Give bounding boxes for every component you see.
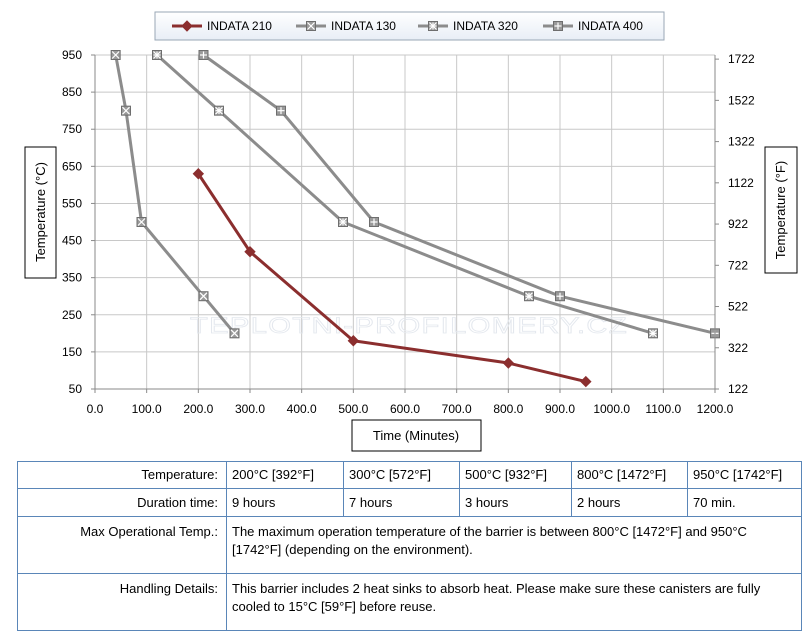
data-point [524,291,534,302]
x-tick-label: 1100.0 [645,402,681,416]
series-indata-400 [198,50,720,339]
x-tick-label: 400.0 [287,402,317,416]
temperature-chart: TEPLOTNI-PROFILOMERY.CZ 0.0 100.0 200.0 300… [24,11,798,452]
temperature-cell: 200°C [392°F] [226,461,344,489]
y-axis-label: Temperature (°C) [33,162,48,262]
y-axis-title: Temperature (°C) [24,146,57,279]
data-point [198,50,209,60]
handling-label: Handling Details: [17,573,227,631]
y-tick-label: 150 [62,345,82,359]
series-line [114,54,236,335]
handling-row: Handling Details: This barrier includes … [17,573,802,631]
x-tick-label: 800.0 [493,402,523,416]
x-tick-label: 0.0 [87,402,104,416]
series-line [202,53,716,335]
max-temp-row: Max Operational Temp.: The maximum opera… [17,516,802,574]
x-tick-label: 500.0 [338,402,368,416]
x-tick-label: 600.0 [390,402,420,416]
temperature-label: Temperature: [17,461,227,489]
y2-tick-label: 1522 [728,93,755,107]
data-point [347,335,360,347]
data-point [428,21,438,31]
max-temp-label: Max Operational Temp.: [17,516,227,574]
y2-tick-label: 722 [728,258,748,272]
data-point [192,168,205,180]
y2-axis-title: Temperature (°F) [764,146,798,274]
data-point [553,21,563,31]
data-point [244,245,256,258]
legend-label: INDATA 400 [578,19,643,33]
y-tick-label: 850 [62,85,82,99]
data-point [580,375,592,388]
y-tick-label: 950 [62,48,82,62]
data-point [110,50,121,60]
data-point [181,20,193,32]
data-point [214,105,224,116]
y2-tick-label: 1322 [728,135,755,149]
data-point [306,21,316,31]
data-point [136,217,147,227]
y2-tick-label: 1122 [728,176,754,190]
x-tick-label: 1000.0 [593,402,630,416]
series-indata-130 [110,50,240,339]
y2-tick-label: 922 [728,217,748,231]
legend-item: INDATA 130 [296,19,396,33]
legend-item: INDATA 210 [172,19,272,33]
x-tick-label: 300.0 [235,402,265,416]
legend-label: INDATA 320 [453,19,518,33]
chart-legend: INDATA 210 INDATA 130 INDATA 320 INDATA 400 [154,11,665,41]
y2-tick-label: 522 [728,300,748,314]
y-tick-label: 350 [62,271,82,285]
duration-label: Duration time: [17,488,227,517]
temperature-cell: 800°C [1472°F] [571,461,688,489]
temperature-cell: 950°C [1742°F] [687,461,802,489]
legend-label: INDATA 210 [207,19,272,33]
data-point [555,291,565,302]
y-tick-label: 450 [62,234,82,248]
series-indata-210 [192,168,592,388]
y2-tick-label: 1722 [728,52,755,66]
y-tick-label: 750 [62,122,82,136]
x-tick-label: 700.0 [442,402,472,416]
duration-cell: 70 min. [687,488,802,517]
data-point [198,291,209,302]
temperature-cell: 500°C [932°F] [459,461,572,489]
x-tick-label: 900.0 [545,402,575,416]
y2-axis-label: Temperature (°F) [773,161,788,259]
legend-item: INDATA 400 [543,19,643,33]
watermark: TEPLOTNI-PROFILOMERY.CZ [190,313,628,338]
temperature-cell: 300°C [572°F] [343,461,460,489]
y-tick-label: 250 [62,308,82,322]
y-tick-label: 650 [62,159,82,173]
legend-item: INDATA 320 [418,19,518,33]
handling-text: This barrier includes 2 heat sinks to ab… [226,573,802,631]
data-point [152,50,162,60]
series-indata-320 [152,50,658,339]
data-point [369,217,379,227]
y-tick-label: 50 [69,382,83,396]
temperature-row: Temperature: 200°C [392°F] 300°C [572°F]… [17,461,802,489]
data-point [121,105,131,116]
data-point [338,217,348,227]
duration-cell: 9 hours [226,488,344,517]
data-point [648,328,658,339]
barrier-info-table: Temperature: 200°C [392°F] 300°C [572°F]… [17,461,802,631]
x-tick-label: 200.0 [183,402,213,416]
data-point [276,105,286,116]
x-tick-label: 100.0 [132,402,162,416]
data-point [502,357,515,369]
y2-tick-label: 322 [728,341,748,355]
x-tick-label: 1200.0 [697,402,734,416]
max-temp-text: The maximum operation temperature of the… [226,516,802,574]
data-point [229,328,240,339]
duration-cell: 7 hours [343,488,460,517]
x-axis-title: Time (Minutes) [351,419,482,452]
duration-cell: 3 hours [459,488,572,517]
y2-tick-label: 122 [728,382,748,396]
legend-label: INDATA 130 [331,19,396,33]
y-tick-label: 550 [62,196,82,210]
duration-cell: 2 hours [571,488,688,517]
duration-row: Duration time: 9 hours 7 hours 3 hours 2… [17,488,802,517]
x-axis-label: Time (Minutes) [373,428,459,443]
